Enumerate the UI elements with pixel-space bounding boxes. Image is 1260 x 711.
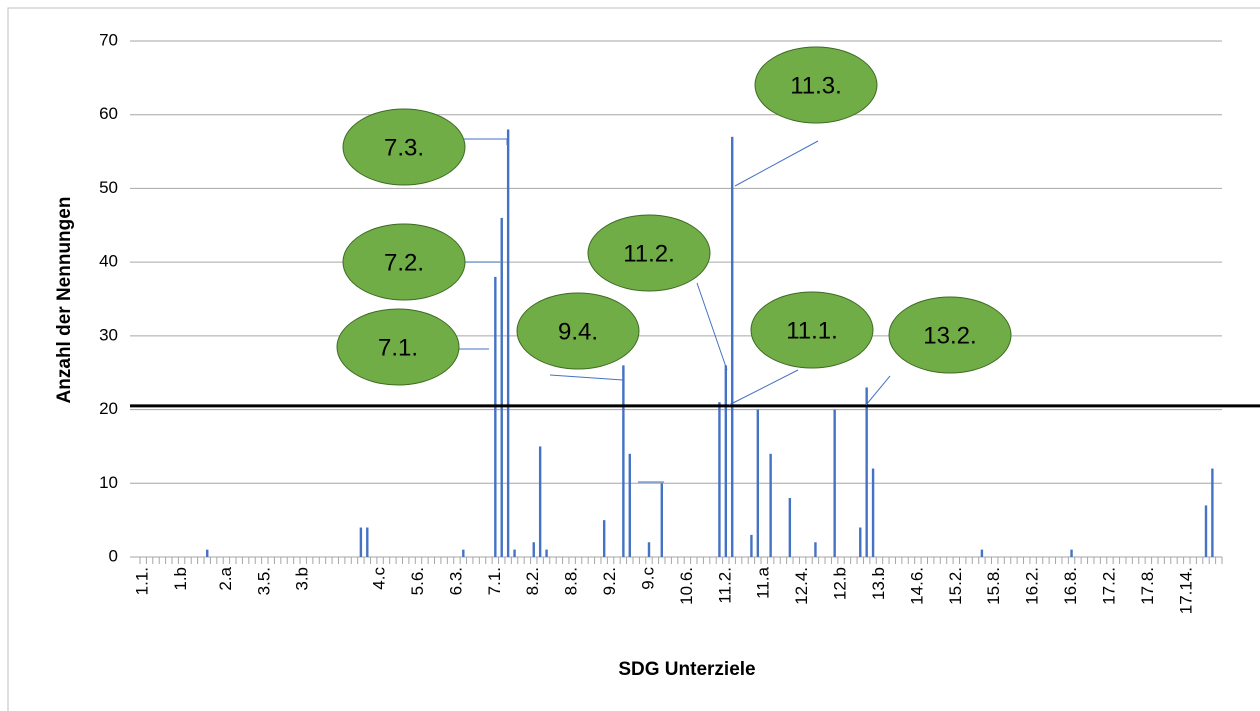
y-tick-label: 60 — [99, 104, 118, 123]
bar — [724, 365, 728, 557]
leader-line — [549, 374, 624, 381]
y-axis-title: Anzahl der Nennungen — [54, 197, 75, 404]
x-tick-label: 16.8. — [1061, 567, 1080, 605]
callout — [516, 292, 640, 370]
x-tick-label: 11.a — [754, 566, 773, 598]
leader-line — [728, 369, 799, 406]
callout-label: 11.2. — [623, 240, 675, 267]
callout-label: 13.2. — [923, 322, 976, 349]
x-tick-label: 3.5. — [254, 567, 273, 595]
callout-label: 11.3. — [790, 72, 842, 99]
bar — [494, 276, 497, 557]
y-tick-label: 70 — [99, 30, 118, 49]
bar — [513, 549, 516, 557]
bar — [859, 527, 862, 557]
callout-label: 7.2. — [384, 249, 424, 276]
bar — [647, 542, 651, 557]
bar — [206, 549, 209, 557]
leader-line — [464, 138, 508, 145]
x-tick-label: 17.2. — [1099, 567, 1118, 605]
x-tick-label: 13.b — [869, 567, 888, 600]
bar — [545, 549, 548, 557]
callout-label: 7.3. — [384, 134, 424, 161]
bar — [1070, 549, 1073, 557]
x-tick-label: 17.14. — [1176, 567, 1195, 614]
y-tick-label: 10 — [99, 473, 118, 492]
callout — [750, 291, 874, 369]
x-tick-label: 5.6. — [408, 567, 427, 595]
x-tick-label: 9.c — [638, 567, 657, 590]
bar — [366, 527, 369, 557]
x-tick-label: 16.2. — [1023, 567, 1042, 605]
bar — [532, 542, 535, 557]
y-tick-label: 0 — [109, 546, 118, 565]
x-tick-label: 14.6. — [907, 567, 926, 605]
bar — [750, 534, 753, 557]
x-tick-label: 9.2. — [600, 567, 619, 595]
bar — [1211, 468, 1214, 557]
x-tick-label: 15.8. — [984, 567, 1003, 605]
x-tick-label: 1.b — [171, 567, 190, 591]
x-tick-label: 7.1. — [485, 567, 504, 595]
y-tick-label: 20 — [99, 399, 118, 418]
callout-label: 7.1. — [378, 334, 418, 361]
callout — [888, 296, 1012, 374]
bar — [980, 549, 984, 557]
x-tick-label: 2.a — [216, 566, 235, 590]
callout — [342, 223, 466, 301]
bar — [718, 402, 721, 557]
bar — [769, 453, 772, 557]
y-tick-label: 30 — [99, 325, 118, 344]
x-tick-label: 8.2. — [523, 567, 542, 595]
callout — [336, 308, 460, 386]
x-tick-label: 1.1. — [133, 567, 152, 595]
x-tick-label: 12.4. — [792, 567, 811, 605]
bar — [359, 527, 363, 557]
y-tick-label: 40 — [99, 252, 118, 271]
leader-line — [865, 375, 891, 406]
x-axis-title: SDG Unterziele — [618, 659, 755, 680]
bar — [756, 409, 760, 557]
bar — [788, 498, 792, 557]
x-tick-label: 3.b — [293, 567, 312, 591]
y-tick-label: 50 — [99, 178, 118, 197]
bar — [731, 136, 734, 558]
chart-border — [7, 7, 1260, 711]
x-tick-label: 8.8. — [562, 567, 581, 595]
bar — [814, 542, 817, 557]
callout-label: 9.4. — [558, 318, 598, 345]
x-tick-label: 12.b — [831, 567, 850, 600]
bar — [500, 217, 503, 557]
bar — [628, 453, 631, 557]
bar — [622, 365, 625, 557]
leader-line — [696, 282, 728, 371]
bar — [462, 549, 465, 557]
callout-label: 11.1. — [786, 317, 838, 344]
bar — [833, 409, 836, 557]
bar — [871, 468, 875, 557]
x-tick-label: 15.2. — [946, 567, 965, 605]
x-tick-label: 6.3. — [446, 567, 465, 595]
callout — [342, 108, 466, 186]
leader-line — [734, 140, 819, 187]
x-tick-label: 10.6. — [677, 567, 696, 605]
bar — [660, 483, 663, 557]
bar — [1204, 505, 1208, 557]
callout — [754, 46, 878, 124]
bar — [538, 446, 542, 557]
x-tick-label: 11.2. — [715, 567, 734, 604]
x-tick-label: 4.c — [370, 567, 389, 590]
bar — [602, 520, 606, 557]
x-tick-label: 17.8. — [1138, 567, 1157, 605]
callout — [587, 214, 711, 292]
bar — [506, 129, 510, 557]
bar — [865, 387, 868, 557]
